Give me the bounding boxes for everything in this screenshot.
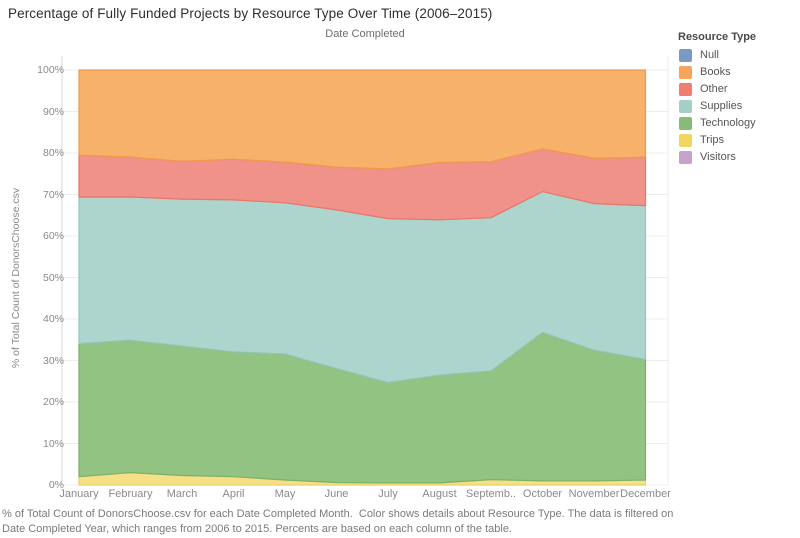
- area-books[interactable]: [78, 69, 647, 170]
- legend-item-technology[interactable]: Technology: [679, 116, 789, 131]
- y-tick-label-100: 100%: [37, 64, 64, 76]
- legend-item-label: Supplies: [700, 99, 743, 112]
- x-tick-label-march: March: [166, 488, 198, 500]
- x-tick-label-october: October: [522, 488, 563, 500]
- y-tick-label-20: 20%: [42, 396, 64, 408]
- x-tick-label-february: February: [108, 488, 153, 500]
- legend-item-label: Trips: [700, 133, 725, 146]
- legend-item-books[interactable]: Books: [679, 65, 789, 80]
- x-axis-title: Date Completed: [325, 28, 405, 40]
- y-tick-label-70: 70%: [42, 188, 64, 201]
- legend-item-label: Other: [700, 82, 728, 95]
- x-tick-label-november: November: [568, 488, 620, 500]
- legend-item-label: Technology: [700, 116, 756, 129]
- y-tick-label-30: 30%: [42, 354, 64, 367]
- y-tick-label-0: 0%: [48, 479, 64, 491]
- caption-line-2: Date Completed Year, which ranges from 2…: [2, 523, 512, 535]
- legend: Resource Type Null Books Other Supplies Tech…: [678, 31, 798, 164]
- x-tick-label-april: April: [222, 488, 245, 500]
- y-tick-label-60: 60%: [42, 230, 64, 242]
- x-tick-label-june: June: [324, 488, 349, 500]
- caption-line-1: % of Total Count of DonorsChoose.csv for…: [2, 508, 674, 520]
- legend-item-label: Visitors: [700, 150, 736, 163]
- legend-swatch-null: [679, 48, 692, 62]
- x-tick-label-may: May: [274, 488, 296, 500]
- legend-swatch-visitors: [679, 150, 692, 164]
- legend-item-label: Books: [700, 65, 731, 78]
- y-tick-label-90: 90%: [42, 105, 64, 118]
- y-tick-label-50: 50%: [42, 271, 64, 284]
- x-tick-label-august: August: [422, 488, 457, 500]
- legend-swatch-technology: [679, 116, 692, 130]
- x-tick-label-september: Septemb..: [465, 488, 517, 500]
- legend-title: Resource Type: [678, 31, 757, 43]
- x-tick-label-july: July: [378, 488, 398, 500]
- legend-swatch-supplies: [679, 99, 692, 113]
- legend-item-trips[interactable]: Trips: [679, 133, 789, 148]
- page-title: Percentage of Fully Funded Projects by R…: [8, 6, 493, 21]
- legend-item-other[interactable]: Other: [679, 82, 789, 97]
- legend-item-null[interactable]: Null: [679, 48, 789, 63]
- y-tick-label-80: 80%: [42, 147, 64, 159]
- legend-item-label: Null: [700, 48, 719, 61]
- legend-swatch-trips: [679, 133, 692, 147]
- y-tick-label-10: 10%: [42, 437, 64, 450]
- legend-item-supplies[interactable]: Supplies: [679, 99, 789, 114]
- legend-item-visitors[interactable]: Visitors: [679, 150, 789, 165]
- legend-swatch-other: [679, 82, 692, 96]
- legend-swatch-books: [679, 65, 692, 79]
- y-tick-label-40: 40%: [42, 313, 64, 325]
- x-tick-label-december: December: [620, 488, 671, 500]
- x-tick-label-january: January: [59, 488, 99, 500]
